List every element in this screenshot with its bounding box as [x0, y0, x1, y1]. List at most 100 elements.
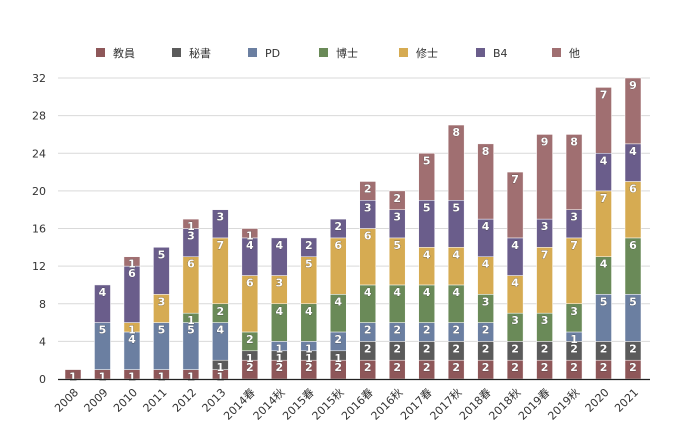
bar-stack: 1 5 4	[94, 284, 111, 384]
data-label: 5	[423, 154, 431, 167]
bar-segment	[330, 218, 347, 239]
legend-item: 他	[552, 47, 580, 60]
data-label: 6	[629, 239, 637, 252]
bar-segment	[595, 87, 612, 154]
x-tick-label: 2019秋	[545, 385, 582, 422]
x-tick-label: 2018春	[457, 386, 494, 423]
data-label: 1	[246, 352, 254, 365]
bar-stack: 2 2 3 4 4 7	[506, 171, 524, 380]
data-label: 1	[246, 230, 254, 243]
data-label: 2	[482, 324, 490, 337]
legend-swatch	[476, 48, 485, 57]
x-tick-label: 2009	[82, 386, 111, 415]
data-label: 4	[246, 239, 254, 252]
data-label: 2	[570, 361, 578, 374]
data-label: 1	[305, 352, 313, 365]
data-label: 1	[187, 371, 195, 384]
data-label: 4	[305, 305, 313, 318]
data-label: 2	[570, 342, 578, 355]
bar-stack: 2 2 2 4 4 5 8	[447, 124, 465, 380]
data-label: 4	[275, 305, 283, 318]
bar-segment	[271, 237, 288, 276]
data-label: 7	[541, 248, 549, 261]
legend-label: 博士	[336, 47, 358, 60]
data-label: 1	[275, 352, 283, 365]
bar-segment	[359, 181, 376, 201]
legend-swatch	[248, 48, 257, 57]
bar-segment	[624, 77, 642, 145]
data-label: 5	[187, 324, 195, 337]
data-label: 1	[334, 352, 342, 365]
y-tick-label: 8	[39, 298, 46, 311]
legend-item: 修士	[399, 46, 438, 60]
x-axis: 2008 2009 2010 2011 2012 20132014春2014秋2015春2…	[52, 378, 650, 423]
bar-segment	[418, 153, 435, 201]
data-label: 1	[187, 220, 195, 233]
data-label: 6	[334, 239, 342, 252]
data-label: 2	[364, 324, 372, 337]
data-label: 6	[629, 182, 637, 195]
data-label: 1	[69, 371, 77, 384]
legend-item: B4	[476, 47, 508, 60]
y-tick-label: 12	[32, 260, 46, 273]
data-label: 2	[305, 239, 313, 252]
bar-stack: 1	[64, 369, 82, 384]
legend-swatch	[319, 48, 328, 57]
data-label: 1	[305, 342, 313, 355]
data-label: 8	[570, 135, 578, 148]
data-label: 3	[570, 211, 578, 224]
bar-stack: 2 2 5 6 6 4 9	[624, 77, 642, 380]
x-tick-label: 2008	[52, 386, 81, 415]
data-label: 3	[541, 220, 549, 233]
x-tick-label: 2014春	[221, 386, 258, 423]
y-tick-label: 0	[39, 373, 46, 386]
data-label: 3	[482, 295, 490, 308]
bars: 1 154141611535151631114273212641211434211…	[64, 77, 642, 384]
data-label: 3	[158, 295, 166, 308]
data-label: 2	[452, 342, 460, 355]
data-label: 5	[305, 258, 313, 271]
data-label: 2	[246, 361, 254, 374]
bar-segment	[212, 209, 229, 239]
data-label: 2	[511, 361, 519, 374]
data-label: 3	[275, 277, 283, 290]
data-label: 2	[541, 342, 549, 355]
data-label: 3	[541, 314, 549, 327]
data-label: 2	[334, 333, 342, 346]
x-tick-label: 2021	[612, 386, 641, 415]
x-tick-label: 2012	[170, 386, 199, 415]
data-label: 4	[393, 286, 401, 299]
bar-stack: 2 2 2 4 6 3 2	[359, 181, 376, 380]
data-label: 2	[600, 361, 608, 374]
data-label: 2	[334, 220, 342, 233]
data-label: 4	[452, 286, 460, 299]
data-label: 4	[99, 286, 107, 299]
data-label: 1	[128, 324, 136, 337]
data-label: 6	[246, 277, 254, 290]
y-tick-label: 20	[32, 185, 46, 198]
data-label: 2	[629, 361, 637, 374]
data-label: 4	[275, 239, 283, 252]
data-label: 7	[570, 239, 578, 252]
x-tick-label: 2017秋	[427, 385, 464, 422]
x-tick-label: 2017春	[398, 386, 435, 423]
x-tick-label: 2010	[111, 386, 140, 415]
legend-item: 秘書	[172, 46, 211, 60]
y-tick-label: 24	[32, 147, 46, 160]
legend-swatch	[552, 48, 561, 57]
legend-label: PD	[265, 47, 280, 60]
data-label: 2	[482, 361, 490, 374]
data-label: 8	[452, 126, 460, 139]
bar-segment	[300, 237, 318, 257]
data-label: 1	[99, 371, 107, 384]
data-label: 8	[482, 145, 490, 158]
data-label: 2	[334, 361, 342, 374]
